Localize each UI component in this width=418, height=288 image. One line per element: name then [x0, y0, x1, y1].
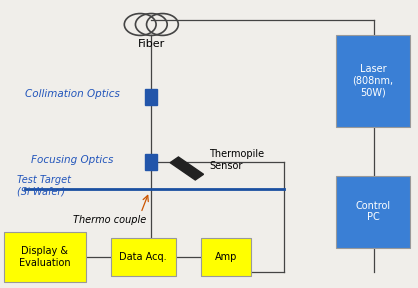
Text: Collimation Optics: Collimation Optics [25, 89, 120, 98]
Text: Control
PC: Control PC [355, 201, 391, 222]
Text: Thermopile
Sensor: Thermopile Sensor [209, 149, 264, 170]
Text: Test Target
(Si Wafer): Test Target (Si Wafer) [17, 175, 71, 197]
FancyBboxPatch shape [336, 35, 410, 127]
Text: Amp: Amp [214, 252, 237, 262]
FancyBboxPatch shape [111, 238, 176, 276]
FancyBboxPatch shape [336, 176, 410, 248]
FancyBboxPatch shape [145, 89, 157, 105]
Polygon shape [170, 157, 204, 180]
Text: Thermo couple: Thermo couple [73, 215, 146, 225]
Text: Data Acq.: Data Acq. [120, 252, 167, 262]
FancyBboxPatch shape [4, 232, 86, 282]
Text: Fiber: Fiber [138, 39, 165, 49]
FancyBboxPatch shape [145, 154, 157, 170]
FancyBboxPatch shape [201, 238, 251, 276]
Text: Laser
(808nm,
50W): Laser (808nm, 50W) [352, 64, 394, 97]
Text: Focusing Optics: Focusing Optics [31, 155, 114, 165]
Text: Display &
Evaluation: Display & Evaluation [19, 246, 71, 268]
